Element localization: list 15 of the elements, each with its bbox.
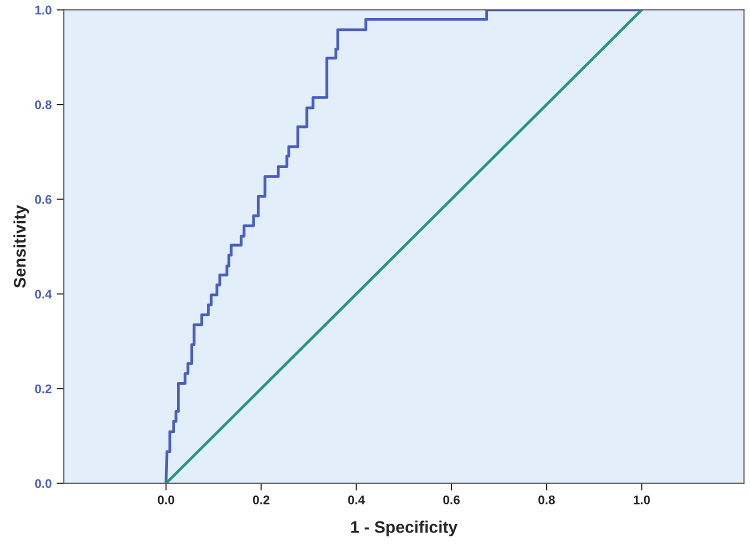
x-tick-label: 0.8 [538,495,555,504]
x-tick-label: 0.2 [252,495,270,504]
x-tick-label: 0.0 [158,495,174,504]
line-series [164,10,644,484]
y-tick-label: 1.0 [35,6,52,15]
y-tick-label: 0.0 [35,479,52,488]
y-tick-label: 0.6 [35,195,52,204]
y-tick-label: 0.8 [35,100,52,110]
x-tick-label: 0.6 [443,495,460,504]
x-tick-label: 0.4 [348,495,365,504]
y-tick-label: 0.4 [35,290,52,299]
y-axis-title: Sensitivity [13,205,30,288]
y-tick-label: 0.2 [35,384,52,394]
x-tick-label: 1.0 [634,495,650,504]
x-axis-title: 1 - Specificity [351,520,458,536]
